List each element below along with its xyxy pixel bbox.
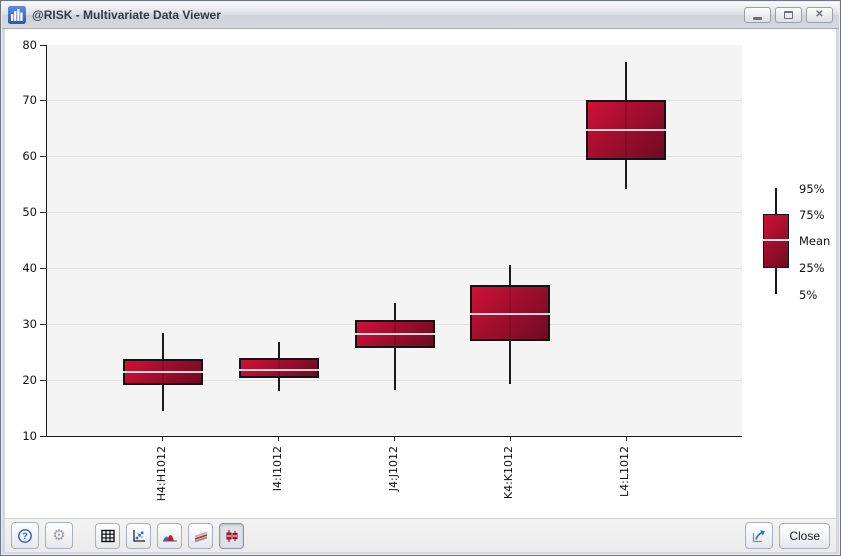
close-button[interactable]: Close [779, 522, 830, 549]
legend-mean-line-glyph [763, 239, 789, 241]
legend-label-mean: Mean [799, 234, 831, 248]
title-bar[interactable]: @RISK - Multivariate Data Viewer ✕ [2, 2, 839, 29]
minimize-button[interactable] [744, 7, 771, 23]
mean-line [238, 368, 319, 371]
trend-lines-view-button[interactable] [188, 522, 213, 549]
trend-lines-icon [194, 531, 207, 542]
gridline [47, 156, 742, 158]
y-axis-tick-label: 60 [22, 149, 37, 164]
mean-line [354, 333, 435, 336]
scatter-plot-view-button[interactable] [126, 522, 151, 549]
y-axis-tick [40, 379, 47, 381]
x-category-label: L4:L1012 [618, 446, 632, 497]
x-category-label: I4:I1012 [270, 446, 284, 492]
mean-line [122, 370, 203, 373]
help-button[interactable]: ? [11, 522, 39, 549]
chart-legend: 95% 75% Mean 25% 5% [759, 181, 835, 306]
minimize-icon [753, 16, 762, 20]
maximize-button[interactable] [775, 7, 802, 23]
scatter-plot-icon [132, 529, 145, 542]
x-category-label: K4:K1012 [502, 446, 516, 500]
y-axis-tick [40, 100, 47, 102]
y-axis-tick-label: 40 [22, 260, 37, 275]
x-axis-tick [162, 436, 164, 441]
box-plot-view-button[interactable] [219, 522, 244, 549]
y-axis-tick-label: 70 [22, 93, 37, 108]
help-icon: ? [18, 528, 32, 543]
bottom-toolbar: ? ⚙ [5, 518, 836, 552]
y-axis-tick [40, 44, 47, 46]
percentile-box [238, 358, 319, 379]
gridline [47, 212, 742, 214]
mean-line [586, 128, 667, 131]
y-axis-tick-label: 50 [22, 205, 37, 220]
legend-label-5: 5% [799, 288, 818, 302]
mean-line [470, 313, 551, 316]
settings-button[interactable]: ⚙ [45, 522, 73, 549]
boxplot-chart: 10 20 30 40 50 60 70 80 H4:H1012 I4:I1012 J4:J1012… [22, 38, 742, 501]
x-axis-tick [509, 436, 511, 441]
table-grid-icon [100, 529, 115, 542]
legend-label-95: 95% [799, 182, 825, 196]
risk-app-icon [8, 6, 26, 24]
x-axis-tick [394, 436, 395, 441]
distribution-view-button[interactable] [157, 522, 182, 549]
x-axis-tick [278, 436, 280, 441]
box-center-line [509, 287, 512, 340]
maximize-icon [784, 11, 793, 19]
y-axis-tick-label: 30 [22, 316, 37, 331]
gridline [47, 267, 742, 269]
gear-icon: ⚙ [52, 527, 66, 544]
svg-text:?: ? [22, 531, 28, 541]
x-axis-tick [625, 436, 627, 441]
export-graph-button[interactable] [745, 522, 774, 549]
close-icon: ✕ [815, 9, 824, 20]
legend-label-25: 25% [799, 261, 825, 275]
percentile-box [470, 285, 551, 342]
data-table-view-button[interactable] [95, 522, 120, 549]
gridline [47, 100, 742, 102]
window-title: @RISK - Multivariate Data Viewer [32, 8, 221, 22]
legend-box-glyph [763, 214, 789, 268]
box-center-line [277, 360, 280, 377]
y-axis-tick [40, 435, 47, 437]
x-category-label: J4:J1012 [386, 446, 400, 492]
y-axis-tick-label: 10 [22, 428, 37, 443]
close-window-button[interactable]: ✕ [806, 7, 833, 23]
distribution-curves-icon [162, 534, 177, 541]
y-axis-tick [40, 156, 47, 158]
chart-region: 10 20 30 40 50 60 70 80 H4:H1012 I4:I1012 J4:J1012… [5, 29, 836, 518]
box-plot-icon [226, 529, 237, 542]
y-axis-tick-label: 20 [22, 372, 37, 387]
x-category-label: H4:H1012 [154, 446, 168, 502]
export-arrow-icon [753, 529, 766, 542]
y-axis-tick [40, 323, 47, 325]
y-axis-tick-label: 80 [22, 37, 37, 52]
y-axis-tick [40, 267, 47, 269]
y-axis-tick [40, 212, 47, 214]
legend-label-75: 75% [799, 208, 825, 222]
